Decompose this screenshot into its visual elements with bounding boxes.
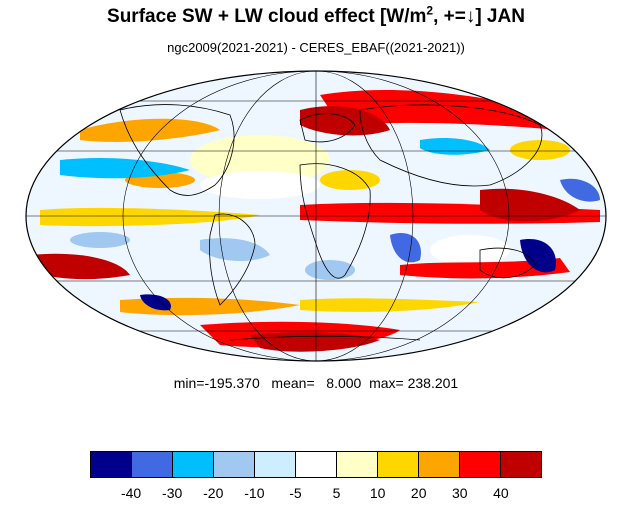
coastline-north-america	[119, 104, 235, 196]
colorbar-tick-label: -40	[120, 485, 142, 501]
colorbar-segment	[255, 452, 296, 477]
map-title-superscript: 2	[426, 3, 434, 18]
colorbar-segment	[132, 452, 173, 477]
coastline-antarctica	[229, 335, 421, 341]
map-title-suffix: , +=↓] JAN	[433, 6, 525, 27]
colorbar-tick-label: 20	[410, 485, 427, 501]
coastline-europe	[299, 113, 356, 143]
colorbar-tick-label: 5	[332, 485, 341, 501]
colorbar-segment	[296, 452, 337, 477]
colorbar-tick-label: -20	[203, 485, 224, 501]
colorbar-segment	[214, 452, 255, 477]
colorbar-segment	[173, 452, 214, 477]
colorbar-tick-label: 40	[493, 485, 509, 501]
colorbar-tick-label: 30	[452, 485, 468, 501]
colorbar-tick-labels: -40 -30 -20 -10 -5 5 10 20 30 40	[0, 485, 632, 503]
colorbar-segment	[460, 452, 501, 477]
colorbar-segment	[91, 452, 132, 477]
map-title-prefix: Surface SW + LW cloud effect [W/m	[107, 6, 427, 27]
colorbar-segment	[419, 452, 460, 477]
map-coastlines	[119, 104, 543, 341]
map-title: Surface SW + LW cloud effect [W/m2, +=↓]…	[0, 3, 632, 28]
colorbar	[90, 451, 542, 478]
map-subtitle: ngc2009(2021-2021) - CERES_EBAF((2021-20…	[167, 40, 465, 55]
colorbar-segment	[501, 452, 541, 477]
coastline-africa	[299, 163, 371, 279]
coastline-south-america	[209, 213, 256, 306]
colorbar-tick-label: 10	[369, 485, 386, 501]
colorbar-tick-label: -30	[162, 485, 183, 501]
colorbar-segment	[337, 452, 378, 477]
colorbar-segment	[378, 452, 419, 477]
map-outline	[25, 70, 607, 362]
coastline-asia	[359, 104, 543, 187]
map-statistics: min=-195.370 mean= 8.000 max= 238.201	[173, 375, 459, 391]
coastline-australia	[479, 247, 536, 279]
colorbar-tick-label: -5	[289, 485, 302, 501]
colorbar-tick-label: -10	[244, 485, 265, 501]
